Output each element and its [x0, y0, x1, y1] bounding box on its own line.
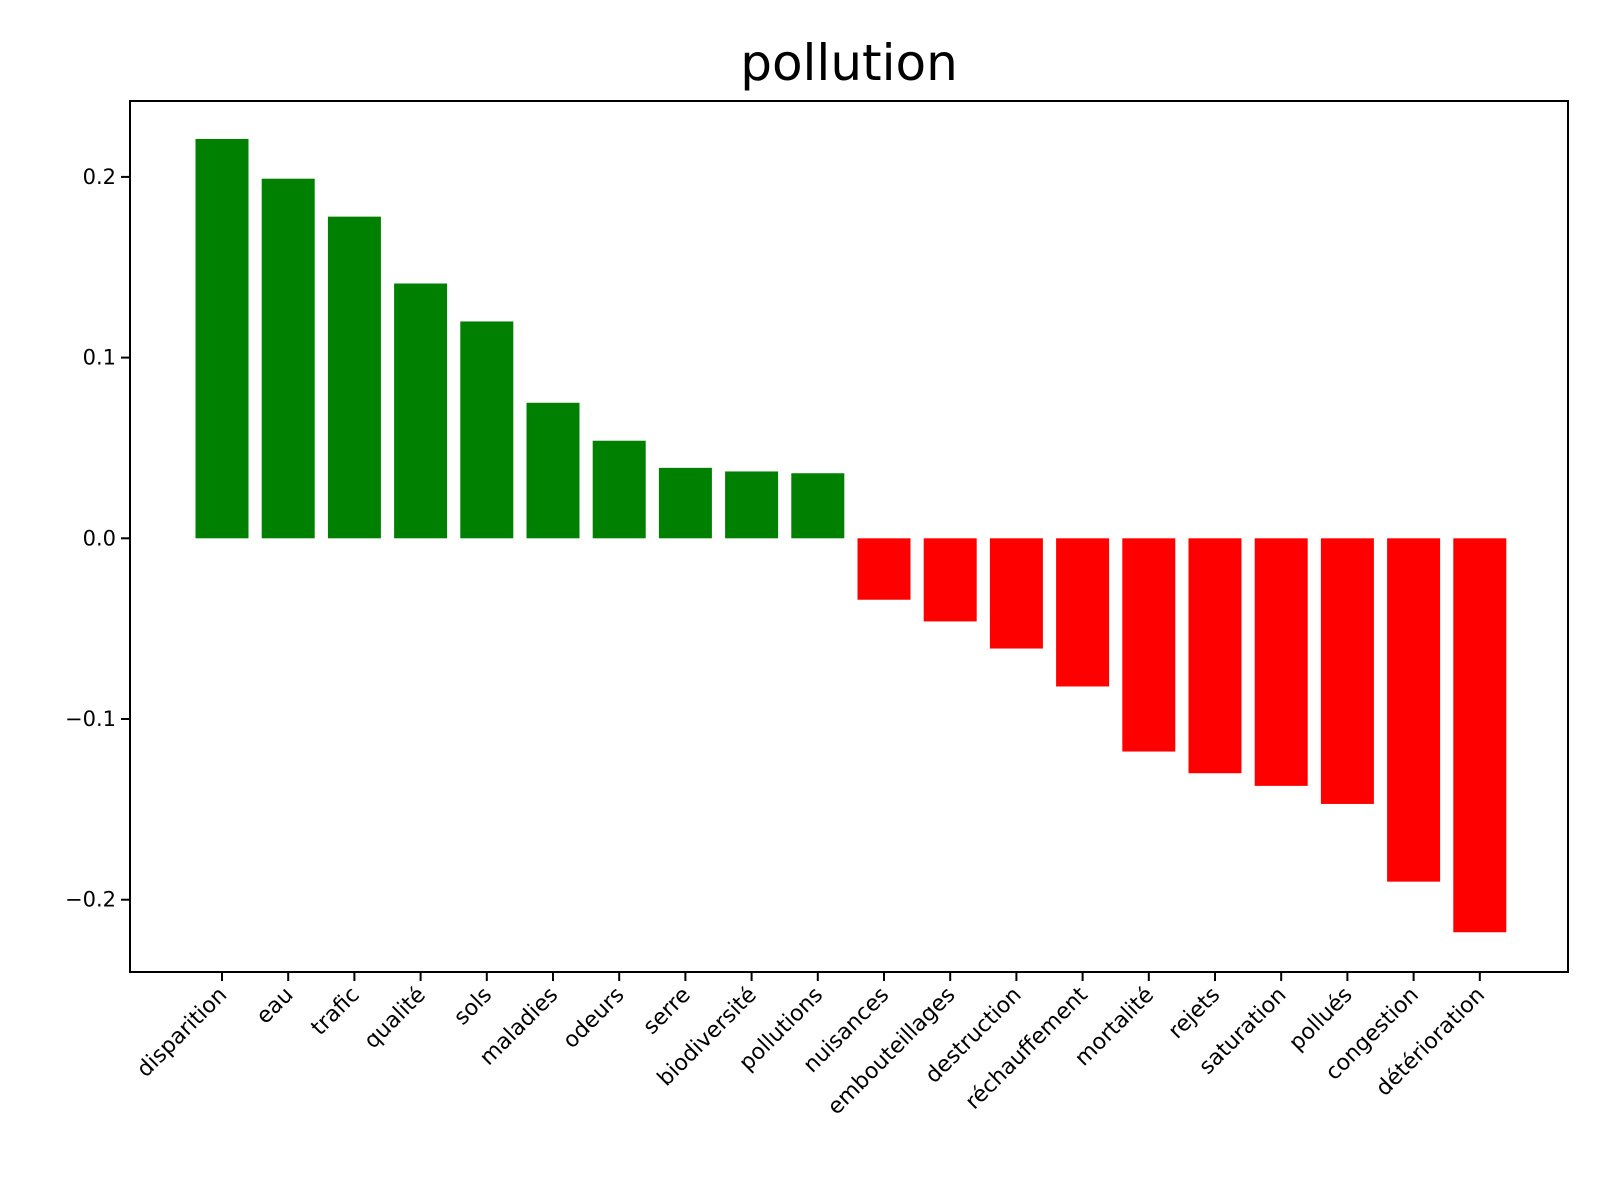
plot-frame: [129, 100, 1569, 973]
chart-title: pollution: [740, 34, 958, 92]
bar-14: [1122, 538, 1176, 752]
bar-18: [1387, 538, 1441, 882]
bar-3: [394, 283, 448, 539]
x-tick-label-15: rejets: [1164, 983, 1225, 1044]
x-tick-label-1: eau: [252, 983, 299, 1030]
x-tick-label-0: disparition: [132, 983, 232, 1083]
x-tick-label-6: odeurs: [558, 983, 629, 1054]
bar-8: [725, 471, 779, 539]
bar-12: [989, 538, 1043, 649]
bar-4: [460, 321, 514, 539]
bars-group: [195, 138, 1507, 933]
y-tick-label-3: 0.1: [83, 346, 116, 370]
x-tick-label-4: sols: [449, 983, 497, 1031]
bar-7: [658, 467, 712, 539]
y-tick-label-1: −0.1: [65, 707, 116, 731]
bar-5: [526, 402, 580, 539]
bar-19: [1453, 538, 1507, 933]
bar-10: [857, 538, 911, 600]
bar-2: [327, 216, 381, 539]
y-tick-label-4: 0.2: [83, 165, 116, 189]
bar-17: [1320, 538, 1374, 804]
bar-13: [1056, 538, 1110, 687]
bar-0: [195, 138, 249, 539]
bar-15: [1188, 538, 1242, 774]
x-tick-label-13: réchauffement: [961, 982, 1093, 1114]
x-tick-label-3: qualité: [360, 983, 431, 1054]
y-tick-label-0: −0.2: [65, 888, 116, 912]
y-axis: −0.2 −0.1 0.0 0.1 0.2: [65, 165, 130, 912]
bar-6: [592, 440, 646, 539]
bar-9: [791, 473, 845, 539]
y-tick-label-2: 0.0: [83, 526, 116, 550]
x-tick-label-7: serre: [639, 983, 696, 1040]
bar-1: [261, 178, 315, 539]
bar-11: [923, 538, 977, 622]
x-tick-label-2: trafic: [307, 983, 365, 1041]
bar-16: [1254, 538, 1308, 786]
